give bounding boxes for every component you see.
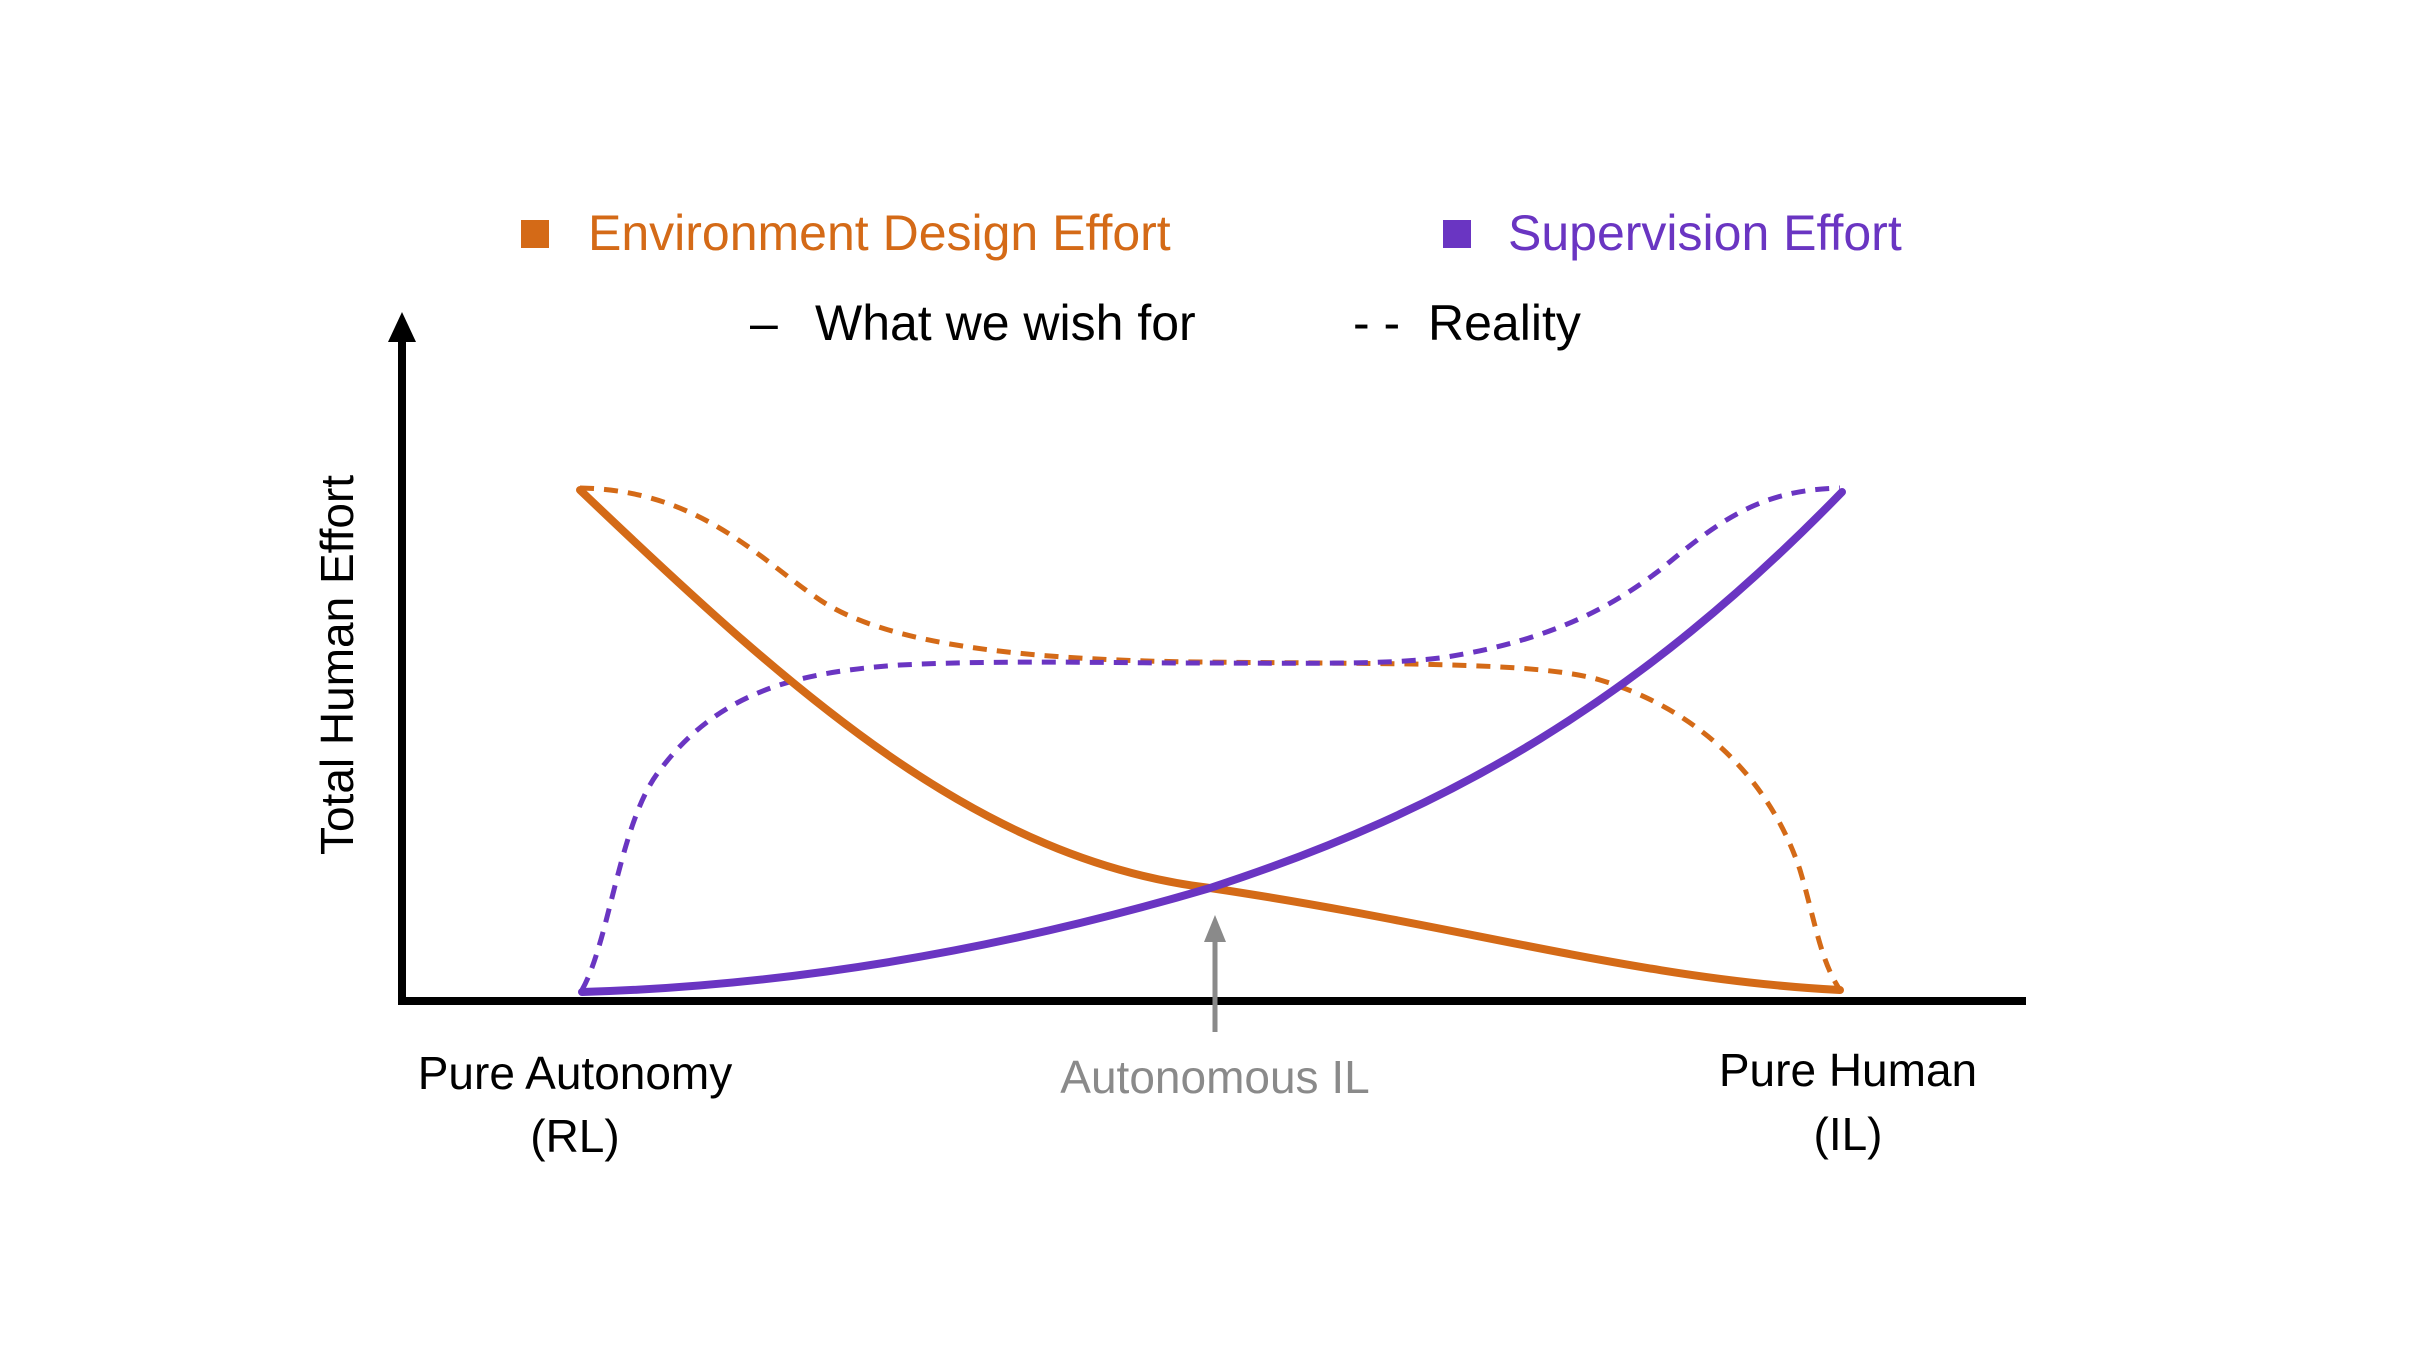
autonomous-il-arrowhead <box>1204 915 1226 942</box>
supervision-reality-curve <box>579 485 1841 992</box>
middle-label: Autonomous IL <box>1060 1051 1369 1103</box>
supervision-wish-curve <box>578 488 1846 996</box>
right-end-label-line2: (IL) <box>1814 1108 1883 1160</box>
left-end-label-line1: Pure Autonomy <box>418 1047 733 1099</box>
y-axis-label: Total Human Effort <box>311 475 363 855</box>
supervision-legend-marker <box>1443 220 1471 248</box>
environment-legend-label: Environment Design Effort <box>588 205 1171 261</box>
right-end-label-line1: Pure Human <box>1719 1044 1977 1096</box>
solid-line-legend-symbol: – <box>750 295 778 351</box>
y-axis-arrowhead <box>388 312 416 342</box>
dashed-line-legend-label: Reality <box>1428 295 1581 351</box>
left-end-label-line2: (RL) <box>530 1110 619 1162</box>
environment-legend-marker <box>521 220 549 248</box>
environment-design-reality-curve <box>579 485 1843 992</box>
supervision-legend-label: Supervision Effort <box>1508 205 1902 261</box>
environment-design-wish-curve <box>576 486 1844 994</box>
dashed-line-legend-symbol: - - <box>1353 295 1400 351</box>
solid-line-legend-label: What we wish for <box>815 295 1196 351</box>
